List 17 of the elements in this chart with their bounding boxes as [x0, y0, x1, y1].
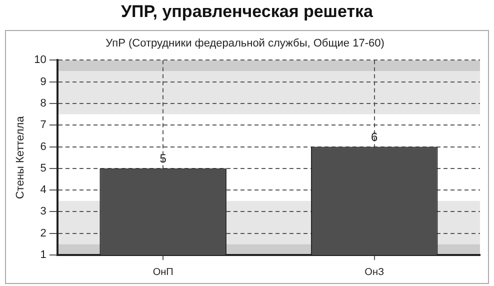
y-axis-title: Стены Кеттелла: [14, 115, 27, 200]
y-tick-label: 8: [40, 98, 46, 110]
y-tick-label: 10: [34, 54, 46, 66]
y-tick-label: 1: [40, 249, 46, 262]
y-tick-label: 6: [40, 140, 46, 153]
data-label: 6: [371, 130, 378, 144]
y-tick-label: 9: [40, 76, 46, 88]
y-tick-label: 3: [40, 206, 46, 218]
y-tick-label: 2: [40, 227, 46, 240]
x-tick-label: ОнЗ: [364, 266, 384, 278]
data-label: 5: [160, 152, 167, 166]
y-tick-label: 5: [40, 162, 46, 174]
chart-title: УПР, управленческая решетка: [120, 1, 374, 23]
chart-subtitle: УпР (Сотрудники федеральной службы, Общие 17-60): [106, 38, 384, 50]
y-tick-label: 7: [40, 119, 46, 132]
y-tick-label: 4: [40, 184, 46, 196]
x-tick-label: ОнП: [152, 266, 174, 278]
